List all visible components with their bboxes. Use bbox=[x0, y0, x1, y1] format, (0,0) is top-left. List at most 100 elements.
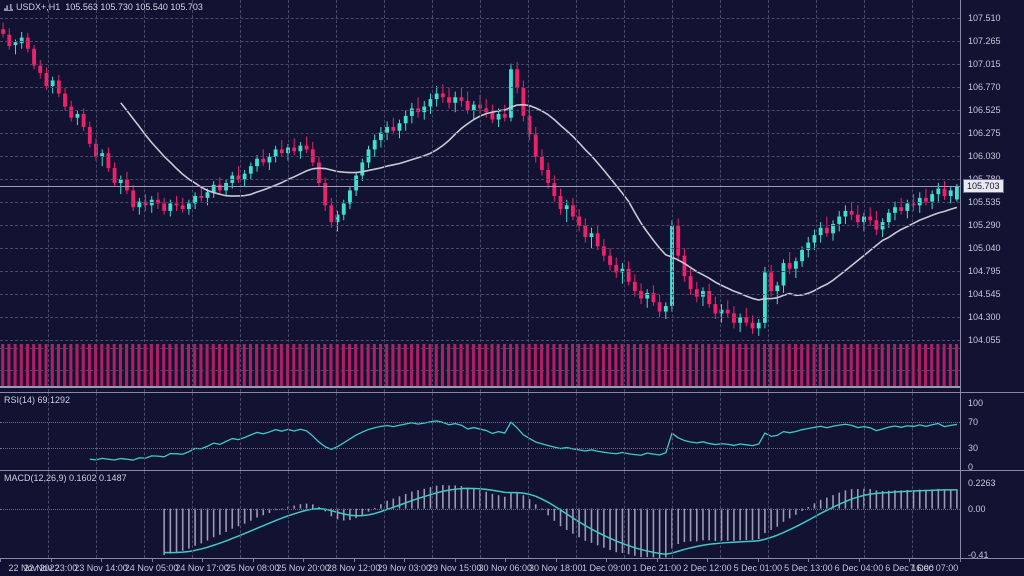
macd-label: MACD(12,26,9) 0.1602 0.1487 bbox=[4, 473, 127, 483]
macd-plot-area[interactable] bbox=[0, 471, 960, 558]
macd-zero-line bbox=[0, 508, 960, 510]
time-tick-label: 25 Nov 08:00 bbox=[225, 563, 280, 573]
grid-line-vertical bbox=[336, 393, 337, 470]
grid-line-vertical bbox=[864, 393, 865, 470]
time-tick-label: 30 Nov 06:00 bbox=[478, 563, 533, 573]
grid-line-horizontal bbox=[0, 64, 960, 66]
time-tick-mark bbox=[353, 559, 355, 562]
grid-line-vertical bbox=[768, 471, 769, 558]
price-tick-label: 104.055 bbox=[968, 335, 1001, 345]
time-tick-mark bbox=[50, 559, 52, 562]
time-tick-mark bbox=[909, 559, 911, 562]
price-tick-label: 107.510 bbox=[968, 13, 1001, 23]
grid-line-horizontal bbox=[0, 155, 960, 157]
time-tick-label: 29 Nov 15:00 bbox=[427, 563, 482, 573]
grid-line-vertical bbox=[288, 0, 289, 392]
grid-line-horizontal bbox=[0, 40, 960, 42]
rsi-tick-label: 100 bbox=[968, 398, 984, 408]
rsi-axis[interactable]: 100 70 30 0 bbox=[960, 393, 1024, 472]
grid-line-vertical bbox=[288, 393, 289, 470]
rsi-panel[interactable]: RSI(14) 69.1292 100 70 30 0 bbox=[0, 392, 1024, 472]
price-tick-label: 106.525 bbox=[968, 104, 1001, 115]
price-panel[interactable]: USDX+,H1 105.563 105.730 105.540 105.703… bbox=[0, 0, 1024, 392]
time-tick-mark bbox=[404, 559, 406, 562]
time-tick-label: 6 Dec 04:00 bbox=[834, 563, 884, 573]
grid-line-vertical bbox=[432, 393, 433, 470]
time-tick-label: 29 Nov 03:00 bbox=[377, 563, 431, 573]
grid-line-horizontal bbox=[0, 202, 960, 204]
grid-line-vertical bbox=[336, 471, 337, 558]
time-tick-label: 1 Dec 21:00 bbox=[632, 563, 682, 573]
grid-line-vertical bbox=[624, 0, 625, 392]
rsi-tick-label: 30 bbox=[968, 442, 979, 453]
price-tick-label: 106.030 bbox=[968, 150, 1001, 161]
grid-line-vertical bbox=[816, 471, 817, 558]
grid-line-horizontal bbox=[0, 179, 960, 181]
price-plot-area[interactable] bbox=[0, 0, 960, 392]
grid-line-vertical bbox=[192, 471, 193, 558]
grid-line-vertical bbox=[768, 393, 769, 470]
grid-line-vertical bbox=[864, 471, 865, 558]
time-tick-label: 5 Dec 01:00 bbox=[733, 563, 783, 573]
time-tick-mark bbox=[454, 559, 456, 562]
time-tick-label: 7 Dec 07:00 bbox=[909, 563, 959, 573]
grid-line-vertical bbox=[480, 471, 481, 558]
macd-panel[interactable]: MACD(12,26,9) 0.1602 0.1487 0.2263 0.00 -0… bbox=[0, 470, 1024, 560]
grid-line-vertical bbox=[240, 393, 241, 470]
time-tick-label: 22 Nov 23:00 bbox=[23, 563, 78, 573]
price-axis[interactable]: 107.510 107.265 107.015 106.770 106.525 106.2… bbox=[960, 0, 1024, 392]
grid-line-vertical bbox=[144, 393, 145, 470]
macd-tick-label: -0.41 bbox=[968, 550, 989, 560]
time-tick-label: 1 Dec 09:00 bbox=[582, 563, 631, 573]
time-tick-mark bbox=[303, 559, 305, 562]
rsi-tick-label: 70 bbox=[968, 417, 979, 428]
grid-line-vertical bbox=[144, 471, 145, 558]
price-tick-label: 107.015 bbox=[968, 59, 1001, 70]
time-tick-label: 24 Nov 17:00 bbox=[175, 563, 229, 573]
time-tick-mark bbox=[707, 559, 709, 562]
grid-line-vertical bbox=[192, 393, 193, 470]
grid-line-vertical bbox=[384, 471, 385, 558]
grid-line-horizontal bbox=[0, 271, 960, 273]
time-tick-label: 28 Nov 12:00 bbox=[326, 563, 381, 573]
price-tick-label: 105.290 bbox=[968, 219, 1001, 230]
price-tick-label: 104.300 bbox=[968, 312, 1001, 323]
time-tick-mark bbox=[202, 559, 204, 562]
grid-line-vertical bbox=[528, 471, 529, 558]
time-axis[interactable]: 22 Nov 2022 22 Nov 23:00 23 Nov 14:00 24 No… bbox=[0, 558, 1024, 576]
current-price-line bbox=[0, 186, 960, 188]
grid-line-vertical bbox=[912, 393, 913, 470]
grid-line-vertical bbox=[672, 471, 673, 558]
grid-line-vertical bbox=[432, 0, 433, 392]
time-tick-mark bbox=[555, 559, 557, 562]
time-tick-mark bbox=[101, 559, 103, 562]
grid-line-vertical bbox=[288, 471, 289, 558]
price-tick-label: 106.770 bbox=[968, 81, 1001, 92]
grid-line-vertical bbox=[240, 471, 241, 558]
rsi-plot-area[interactable] bbox=[0, 393, 960, 470]
rsi-label: RSI(14) 69.1292 bbox=[4, 395, 71, 405]
grid-line-vertical bbox=[432, 471, 433, 558]
grid-line-vertical bbox=[96, 393, 97, 470]
price-tick-label: 105.780 bbox=[968, 174, 1001, 184]
grid-line-vertical bbox=[816, 393, 817, 470]
grid-line-horizontal bbox=[0, 370, 960, 371]
grid-line-vertical bbox=[624, 393, 625, 470]
grid-line-vertical bbox=[240, 0, 241, 392]
time-tick-label: 23 Nov 14:00 bbox=[74, 563, 128, 573]
time-tick-mark bbox=[0, 559, 1, 562]
time-tick-label: 5 Dec 13:00 bbox=[784, 563, 833, 573]
grid-line-vertical bbox=[624, 471, 625, 558]
time-tick-mark bbox=[252, 559, 254, 562]
time-tick-mark bbox=[505, 559, 507, 562]
grid-line-vertical bbox=[912, 471, 913, 558]
price-tick-label: 105.040 bbox=[968, 243, 1001, 254]
grid-line-vertical bbox=[816, 0, 817, 392]
time-tick-mark bbox=[808, 559, 810, 562]
grid-line-vertical bbox=[576, 393, 577, 470]
macd-axis[interactable]: 0.2263 0.00 -0.41 bbox=[960, 471, 1024, 560]
grid-line-vertical bbox=[672, 0, 673, 392]
time-tick-label: 25 Nov 20:00 bbox=[276, 563, 330, 573]
current-price-tag[interactable]: 105.703 bbox=[963, 179, 1004, 194]
